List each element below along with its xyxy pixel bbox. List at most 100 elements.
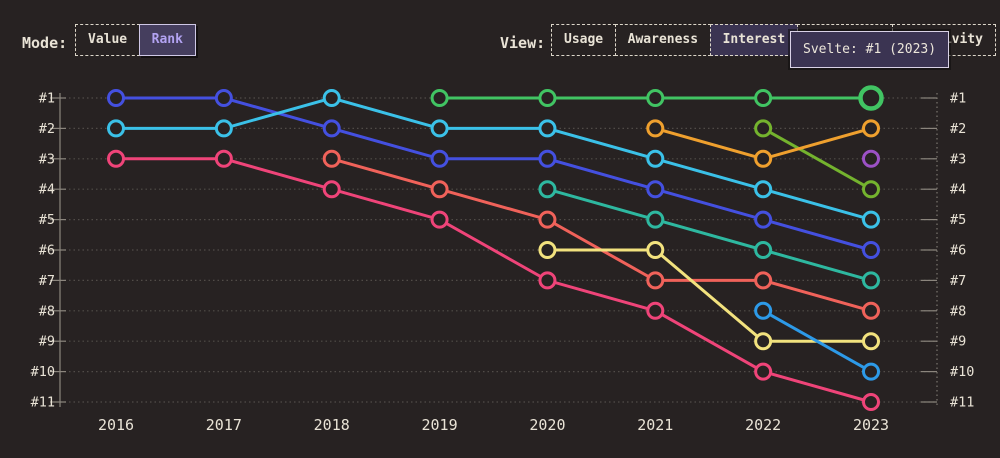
data-point-orange-2022[interactable]: [754, 149, 773, 168]
data-point-pink-2020[interactable]: [538, 271, 557, 290]
y-axis-label-right: #2: [950, 121, 966, 137]
y-axis-label-left: #11: [31, 395, 55, 411]
data-point-Svelte-2021[interactable]: [646, 89, 665, 107]
view-label: View:: [500, 34, 546, 52]
series-line-indigo-blue: [116, 96, 872, 252]
data-point-cyan-2022[interactable]: [754, 180, 773, 199]
x-axis-label-2018: 2018: [314, 416, 350, 434]
data-point-salmon-2021[interactable]: [646, 271, 665, 290]
mode-button-group: Value Rank: [75, 24, 196, 56]
series-line-pink: [116, 157, 872, 404]
data-point-salmon-2020[interactable]: [538, 210, 557, 229]
data-point-orange-2023[interactable]: [862, 119, 880, 138]
data-point-pink-2017[interactable]: [214, 149, 233, 168]
data-point-indigo-blue-2021[interactable]: [646, 180, 665, 199]
x-axis-label-2023: 2023: [853, 416, 889, 434]
view-option-interest[interactable]: Interest: [709, 24, 799, 56]
data-point-Svelte-2023[interactable]: [858, 85, 884, 111]
data-point-Svelte-2019[interactable]: [430, 89, 449, 107]
data-point-teal-2020[interactable]: [538, 180, 557, 199]
data-point-yellow-2020[interactable]: [538, 241, 557, 259]
data-point-yellow-2022[interactable]: [754, 332, 773, 351]
chart-tooltip: Svelte: #1 (2023): [790, 31, 950, 68]
data-point-cyan-2021[interactable]: [646, 149, 665, 168]
data-point-Svelte-2022[interactable]: [754, 89, 773, 107]
data-point-cyan-2019[interactable]: [430, 119, 449, 138]
data-point-indigo-blue-2019[interactable]: [430, 149, 449, 168]
x-axis-label-2016: 2016: [98, 416, 134, 434]
series-line-teal: [547, 187, 872, 282]
x-axis-label-2021: 2021: [637, 416, 673, 434]
x-axis-label-2019: 2019: [422, 416, 458, 434]
series-line-bright-blue: [762, 309, 872, 373]
data-point-salmon-2018[interactable]: [322, 149, 341, 168]
series-line-lime-green: [762, 127, 872, 191]
data-point-pink-2016[interactable]: [107, 149, 125, 168]
y-axis-label-left: #6: [39, 243, 55, 259]
y-axis-label-left: #5: [39, 212, 55, 228]
data-point-teal-2023[interactable]: [862, 271, 880, 290]
y-axis-label-left: #7: [39, 273, 55, 289]
data-point-salmon-2023[interactable]: [862, 301, 880, 320]
x-axis-label-2022: 2022: [745, 416, 781, 434]
data-point-cyan-2018[interactable]: [322, 89, 341, 107]
y-axis-label-left: #10: [31, 364, 55, 380]
x-axis-label-2017: 2017: [206, 416, 242, 434]
data-point-lime-green-2022[interactable]: [754, 119, 773, 138]
y-axis-label-left: #3: [39, 151, 55, 167]
data-point-pink-2018[interactable]: [322, 180, 341, 199]
data-point-yellow-2021[interactable]: [646, 241, 665, 259]
data-point-pink-2019[interactable]: [430, 210, 449, 229]
y-axis-label-right: #8: [950, 303, 966, 319]
data-point-bright-blue-2022[interactable]: [754, 301, 773, 320]
data-point-indigo-blue-2022[interactable]: [754, 210, 773, 229]
view-option-awareness[interactable]: Awareness: [614, 24, 712, 56]
data-point-indigo-blue-2018[interactable]: [322, 119, 341, 138]
y-axis-label-right: #11: [950, 395, 974, 411]
x-axis-label-2020: 2020: [529, 416, 565, 434]
data-point-lime-green-2023[interactable]: [862, 180, 880, 199]
data-point-salmon-2019[interactable]: [430, 180, 449, 199]
data-point-indigo-blue-2023[interactable]: [862, 241, 880, 259]
data-point-pink-2023[interactable]: [862, 393, 880, 411]
data-point-teal-2022[interactable]: [754, 241, 773, 259]
data-point-cyan-2020[interactable]: [538, 119, 557, 138]
y-axis-label-left: #9: [39, 334, 55, 350]
data-point-bright-blue-2023[interactable]: [862, 362, 880, 381]
data-point-indigo-blue-2020[interactable]: [538, 149, 557, 168]
data-point-indigo-blue-2017[interactable]: [214, 89, 233, 107]
data-point-orange-2021[interactable]: [646, 119, 665, 138]
data-point-purple-2023[interactable]: [862, 149, 880, 168]
y-axis-label-right: #6: [950, 243, 966, 259]
data-point-pink-2022[interactable]: [754, 362, 773, 381]
series-line-salmon: [331, 157, 872, 313]
y-axis-label-right: #7: [950, 273, 966, 289]
data-point-pink-2021[interactable]: [646, 301, 665, 320]
mode-option-value[interactable]: Value: [75, 24, 141, 56]
series-line-cyan: [116, 96, 872, 222]
y-axis-label-left: #4: [39, 182, 55, 198]
tooltip-text: Svelte: #1 (2023): [803, 42, 937, 57]
mode-label: Mode:: [22, 34, 68, 52]
data-point-salmon-2022[interactable]: [754, 271, 773, 290]
view-option-usage[interactable]: Usage: [551, 24, 617, 56]
data-point-indigo-blue-2016[interactable]: [107, 89, 125, 107]
data-point-cyan-2023[interactable]: [862, 210, 880, 229]
data-point-cyan-2016[interactable]: [107, 119, 125, 138]
data-point-cyan-2017[interactable]: [214, 119, 233, 138]
mode-option-rank[interactable]: Rank: [138, 24, 196, 56]
y-axis-label-left: #8: [39, 303, 55, 319]
y-axis-label-right: #1: [950, 91, 966, 107]
y-axis-label-right: #5: [950, 212, 966, 228]
y-axis-label-right: #9: [950, 334, 966, 350]
data-point-Svelte-2020[interactable]: [538, 89, 557, 107]
y-axis-label-left: #1: [39, 91, 55, 107]
y-axis-label-right: #10: [950, 364, 974, 380]
y-axis-label-left: #2: [39, 121, 55, 137]
y-axis-label-right: #3: [950, 151, 966, 167]
y-axis-label-right: #4: [950, 182, 966, 198]
data-point-yellow-2023[interactable]: [862, 332, 880, 351]
data-point-teal-2021[interactable]: [646, 210, 665, 229]
